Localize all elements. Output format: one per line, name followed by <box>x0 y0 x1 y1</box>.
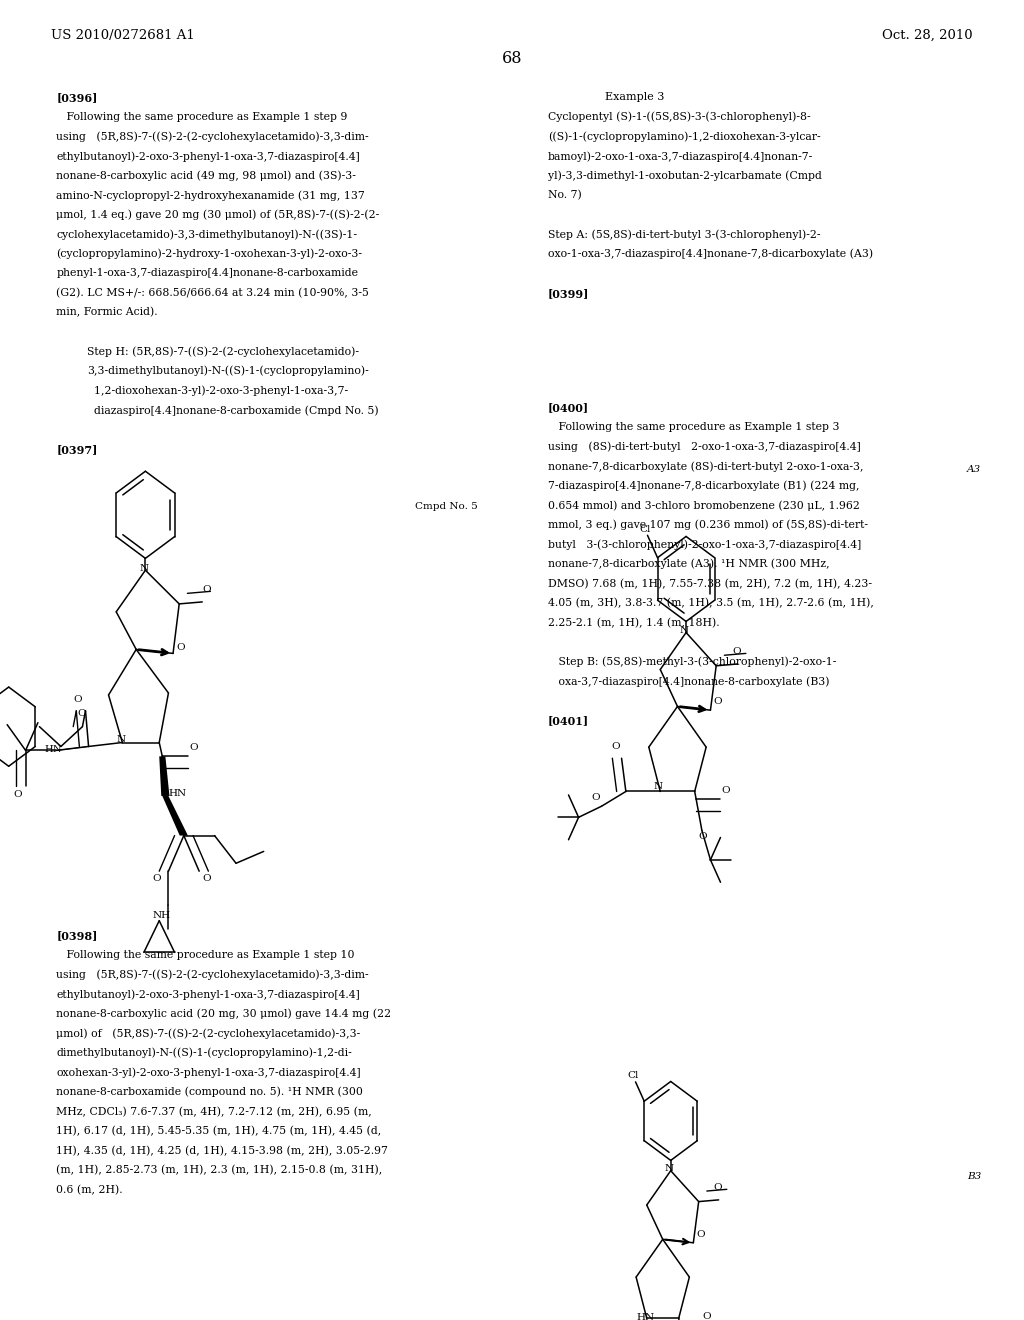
Text: N: N <box>665 1164 674 1173</box>
Text: N: N <box>139 564 148 573</box>
Text: 1H), 4.35 (d, 1H), 4.25 (d, 1H), 4.15-3.98 (m, 2H), 3.05-2.97: 1H), 4.35 (d, 1H), 4.25 (d, 1H), 4.15-3.… <box>56 1146 388 1156</box>
Text: O: O <box>714 697 722 706</box>
Text: amino-N-cyclopropyl-2-hydroxyhexanamide (31 mg, 137: amino-N-cyclopropyl-2-hydroxyhexanamide … <box>56 190 366 201</box>
Text: O: O <box>611 742 620 751</box>
Text: ethylbutanoyl)-2-oxo-3-phenyl-1-oxa-3,7-diazaspiro[4.4]: ethylbutanoyl)-2-oxo-3-phenyl-1-oxa-3,7-… <box>56 989 360 999</box>
Polygon shape <box>162 796 188 836</box>
Text: oxa-3,7-diazaspiro[4.4]nonane-8-carboxylate (B3): oxa-3,7-diazaspiro[4.4]nonane-8-carboxyl… <box>548 676 829 686</box>
Text: B3: B3 <box>967 1172 981 1181</box>
Text: Oct. 28, 2010: Oct. 28, 2010 <box>882 29 973 42</box>
Text: oxohexan-3-yl)-2-oxo-3-phenyl-1-oxa-3,7-diazaspiro[4.4]: oxohexan-3-yl)-2-oxo-3-phenyl-1-oxa-3,7-… <box>56 1068 360 1078</box>
Text: Cyclopentyl (S)-1-((5S,8S)-3-(3-chlorophenyl)-8-: Cyclopentyl (S)-1-((5S,8S)-3-(3-chloroph… <box>548 112 810 123</box>
Text: using   (8S)-di-tert-butyl   2-oxo-1-oxa-3,7-diazaspiro[4.4]: using (8S)-di-tert-butyl 2-oxo-1-oxa-3,7… <box>548 442 860 453</box>
Text: (G2). LC MS+/-: 668.56/666.64 at 3.24 min (10-90%, 3-5: (G2). LC MS+/-: 668.56/666.64 at 3.24 mi… <box>56 288 370 298</box>
Text: 0.6 (m, 2H).: 0.6 (m, 2H). <box>56 1184 123 1195</box>
Text: cyclohexylacetamido)-3,3-dimethylbutanoyl)-N-((3S)-1-: cyclohexylacetamido)-3,3-dimethylbutanoy… <box>56 230 357 240</box>
Text: O: O <box>698 832 708 841</box>
Text: NH: NH <box>152 912 170 920</box>
Text: O: O <box>78 710 86 718</box>
Text: O: O <box>702 1312 711 1320</box>
Text: Step B: (5S,8S)-methyl-3-(3-chlorophenyl)-2-oxo-1-: Step B: (5S,8S)-methyl-3-(3-chlorophenyl… <box>548 656 837 667</box>
Text: Step A: (5S,8S)-di-tert-butyl 3-(3-chlorophenyl)-2-: Step A: (5S,8S)-di-tert-butyl 3-(3-chlor… <box>548 230 820 240</box>
Text: O: O <box>13 789 22 799</box>
Text: nonane-8-carboxylic acid (49 mg, 98 μmol) and (3S)-3-: nonane-8-carboxylic acid (49 mg, 98 μmol… <box>56 170 356 181</box>
Text: 2.25-2.1 (m, 1H), 1.4 (m, 18H).: 2.25-2.1 (m, 1H), 1.4 (m, 18H). <box>548 618 720 628</box>
Text: nonane-7,8-dicarboxylate (A3). ¹H NMR (300 MHz,: nonane-7,8-dicarboxylate (A3). ¹H NMR (3… <box>548 558 829 569</box>
Text: diazaspiro[4.4]nonane-8-carboxamide (Cmpd No. 5): diazaspiro[4.4]nonane-8-carboxamide (Cmp… <box>87 405 379 416</box>
Text: mmol, 3 eq.) gave 107 mg (0.236 mmol) of (5S,8S)-di-tert-: mmol, 3 eq.) gave 107 mg (0.236 mmol) of… <box>548 520 868 531</box>
Text: O: O <box>696 1230 706 1238</box>
Text: [0396]: [0396] <box>56 92 97 103</box>
Text: [0400]: [0400] <box>548 403 589 413</box>
Text: oxo-1-oxa-3,7-diazaspiro[4.4]nonane-7,8-dicarboxylate (A3): oxo-1-oxa-3,7-diazaspiro[4.4]nonane-7,8-… <box>548 248 873 259</box>
Text: O: O <box>722 785 730 795</box>
Text: HN: HN <box>637 1313 654 1320</box>
Text: 0.654 mmol) and 3-chloro bromobenzene (230 μL, 1.962: 0.654 mmol) and 3-chloro bromobenzene (2… <box>548 500 860 511</box>
Text: [0399]: [0399] <box>548 288 589 298</box>
Text: [0397]: [0397] <box>56 444 97 455</box>
Text: O: O <box>189 743 198 752</box>
Text: Following the same procedure as Example 1 step 3: Following the same procedure as Example … <box>548 422 840 432</box>
Text: bamoyl)-2-oxo-1-oxa-3,7-diazaspiro[4.4]nonan-7-: bamoyl)-2-oxo-1-oxa-3,7-diazaspiro[4.4]n… <box>548 150 813 161</box>
Polygon shape <box>160 756 170 796</box>
Polygon shape <box>52 747 92 750</box>
Text: H: H <box>44 744 52 754</box>
Text: 3,3-dimethylbutanoyl)-N-((S)-1-(cyclopropylamino)-: 3,3-dimethylbutanoyl)-N-((S)-1-(cyclopro… <box>87 366 369 376</box>
Text: O: O <box>714 1183 722 1192</box>
Text: ethylbutanoyl)-2-oxo-3-phenyl-1-oxa-3,7-diazaspiro[4.4]: ethylbutanoyl)-2-oxo-3-phenyl-1-oxa-3,7-… <box>56 150 360 161</box>
Text: Following the same procedure as Example 1 step 9: Following the same procedure as Example … <box>56 112 348 121</box>
Text: O: O <box>732 647 741 656</box>
Text: O: O <box>74 694 82 704</box>
Text: MHz, CDCl₃) 7.6-7.37 (m, 4H), 7.2-7.12 (m, 2H), 6.95 (m,: MHz, CDCl₃) 7.6-7.37 (m, 4H), 7.2-7.12 (… <box>56 1106 372 1117</box>
Text: (m, 1H), 2.85-2.73 (m, 1H), 2.3 (m, 1H), 2.15-0.8 (m, 31H),: (m, 1H), 2.85-2.73 (m, 1H), 2.3 (m, 1H),… <box>56 1166 383 1175</box>
Text: butyl   3-(3-chlorophenyl)-2-oxo-1-oxa-3,7-diazaspiro[4.4]: butyl 3-(3-chlorophenyl)-2-oxo-1-oxa-3,7… <box>548 540 861 550</box>
Text: O: O <box>591 793 600 803</box>
Text: Example 3: Example 3 <box>605 92 665 103</box>
Text: 1,2-dioxohexan-3-yl)-2-oxo-3-phenyl-1-oxa-3,7-: 1,2-dioxohexan-3-yl)-2-oxo-3-phenyl-1-ox… <box>87 385 348 396</box>
Text: Step H: (5R,8S)-7-((S)-2-(2-cyclohexylacetamido)-: Step H: (5R,8S)-7-((S)-2-(2-cyclohexylac… <box>87 346 359 356</box>
Text: min, Formic Acid).: min, Formic Acid). <box>56 308 158 318</box>
Text: O: O <box>152 874 161 883</box>
Text: Cl: Cl <box>628 1072 639 1080</box>
Text: Cl: Cl <box>639 525 650 533</box>
Text: O: O <box>176 643 184 652</box>
Text: [0398]: [0398] <box>56 931 97 941</box>
Text: Following the same procedure as Example 1 step 10: Following the same procedure as Example … <box>56 950 355 960</box>
Text: yl)-3,3-dimethyl-1-oxobutan-2-ylcarbamate (Cmpd: yl)-3,3-dimethyl-1-oxobutan-2-ylcarbamat… <box>548 170 821 181</box>
Text: 1H), 6.17 (d, 1H), 5.45-5.35 (m, 1H), 4.75 (m, 1H), 4.45 (d,: 1H), 6.17 (d, 1H), 5.45-5.35 (m, 1H), 4.… <box>56 1126 382 1137</box>
Text: DMSO) 7.68 (m, 1H), 7.55-7.38 (m, 2H), 7.2 (m, 1H), 4.23-: DMSO) 7.68 (m, 1H), 7.55-7.38 (m, 2H), 7… <box>548 578 871 589</box>
Text: 7-diazaspiro[4.4]nonane-7,8-dicarboxylate (B1) (224 mg,: 7-diazaspiro[4.4]nonane-7,8-dicarboxylat… <box>548 480 859 491</box>
Text: using   (5R,8S)-7-((S)-2-(2-cyclohexylacetamido)-3,3-dim-: using (5R,8S)-7-((S)-2-(2-cyclohexylacet… <box>56 970 369 981</box>
Text: (cyclopropylamino)-2-hydroxy-1-oxohexan-3-yl)-2-oxo-3-: (cyclopropylamino)-2-hydroxy-1-oxohexan-… <box>56 248 362 259</box>
Text: O: O <box>203 585 211 594</box>
Text: nonane-8-carboxamide (compound no. 5). ¹H NMR (300: nonane-8-carboxamide (compound no. 5). ¹… <box>56 1086 364 1097</box>
Text: 68: 68 <box>502 50 522 67</box>
Text: [0401]: [0401] <box>548 715 589 726</box>
Text: N: N <box>680 626 689 635</box>
Text: N: N <box>52 744 60 754</box>
Text: N: N <box>653 783 663 791</box>
Text: μmol, 1.4 eq.) gave 20 mg (30 μmol) of (5R,8S)-7-((S)-2-(2-: μmol, 1.4 eq.) gave 20 mg (30 μmol) of (… <box>56 210 380 220</box>
Text: phenyl-1-oxa-3,7-diazaspiro[4.4]nonane-8-carboxamide: phenyl-1-oxa-3,7-diazaspiro[4.4]nonane-8… <box>56 268 358 279</box>
Text: HN: HN <box>168 789 186 799</box>
Text: N: N <box>117 734 125 743</box>
Text: nonane-7,8-dicarboxylate (8S)-di-tert-butyl 2-oxo-1-oxa-3,: nonane-7,8-dicarboxylate (8S)-di-tert-bu… <box>548 461 863 471</box>
Text: 4.05 (m, 3H), 3.8-3.7 (m, 1H), 3.5 (m, 1H), 2.7-2.6 (m, 1H),: 4.05 (m, 3H), 3.8-3.7 (m, 1H), 3.5 (m, 1… <box>548 598 873 609</box>
Text: μmol) of   (5R,8S)-7-((S)-2-(2-cyclohexylacetamido)-3,3-: μmol) of (5R,8S)-7-((S)-2-(2-cyclohexyla… <box>56 1028 360 1039</box>
Text: A3: A3 <box>967 465 981 474</box>
Text: using   (5R,8S)-7-((S)-2-(2-cyclohexylacetamido)-3,3-dim-: using (5R,8S)-7-((S)-2-(2-cyclohexylacet… <box>56 132 369 143</box>
Text: Cmpd No. 5: Cmpd No. 5 <box>415 502 477 511</box>
Text: No. 7): No. 7) <box>548 190 582 201</box>
Text: dimethylbutanoyl)-N-((S)-1-(cyclopropylamino)-1,2-di-: dimethylbutanoyl)-N-((S)-1-(cyclopropyla… <box>56 1048 352 1059</box>
Text: nonane-8-carboxylic acid (20 mg, 30 μmol) gave 14.4 mg (22: nonane-8-carboxylic acid (20 mg, 30 μmol… <box>56 1008 391 1019</box>
Text: ((S)-1-(cyclopropylamino)-1,2-dioxohexan-3-ylcar-: ((S)-1-(cyclopropylamino)-1,2-dioxohexan… <box>548 132 820 143</box>
Text: US 2010/0272681 A1: US 2010/0272681 A1 <box>51 29 195 42</box>
Text: O: O <box>203 874 211 883</box>
